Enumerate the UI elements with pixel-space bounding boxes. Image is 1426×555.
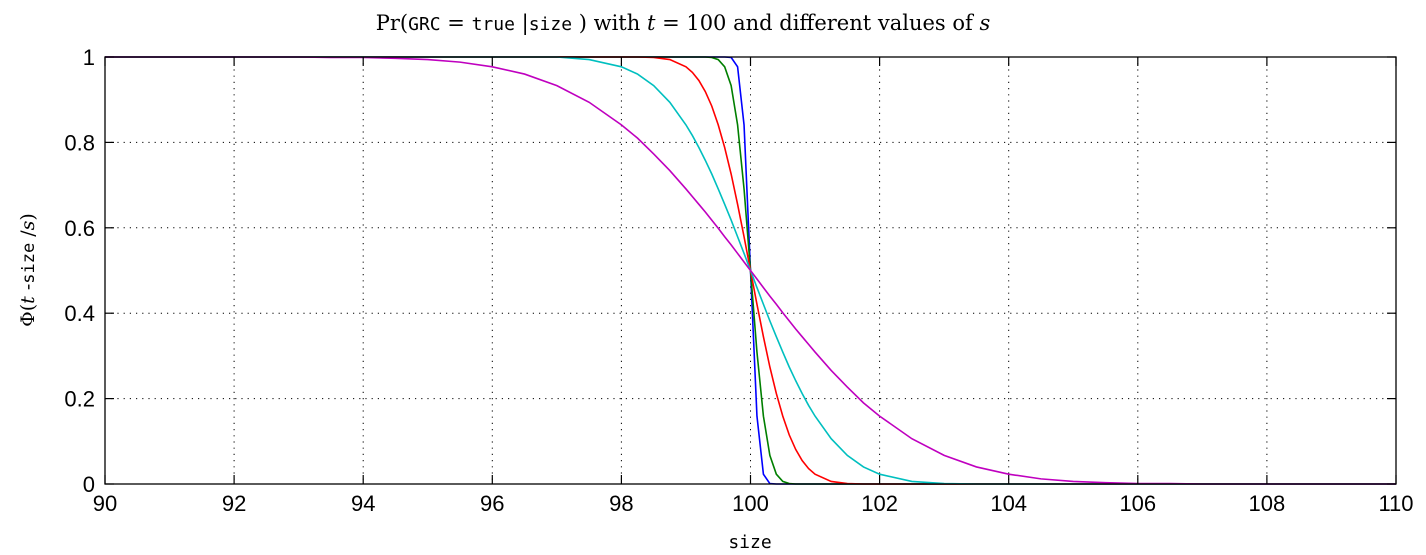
x-tick-label: 102 (861, 491, 898, 516)
x-tick-label: 108 (1249, 491, 1286, 516)
y-tick-label: 1 (83, 45, 95, 70)
plot-frame (104, 56, 1397, 485)
x-tick-label: 104 (990, 491, 1027, 516)
y-axis-label: Φ(t -size /s) (17, 213, 39, 327)
series-line-5 (105, 56, 1396, 485)
y-tick-label: 0 (83, 472, 95, 497)
series-group (105, 56, 1396, 485)
y-tick-label: 0.8 (64, 130, 95, 155)
y-tick-labels: 0 0.2 0.4 0.6 0.8 1 (64, 45, 95, 497)
x-tick-label: 106 (1119, 491, 1156, 516)
x-axis-label: size (728, 532, 771, 553)
x-tick-label: 110 (1378, 491, 1413, 516)
y-tick-label: 0.4 (64, 301, 95, 326)
x-tick-label: 96 (480, 491, 504, 516)
x-tick-label: 90 (93, 491, 117, 516)
x-tick-label: 100 (732, 491, 769, 516)
x-tick-label: 94 (351, 491, 375, 516)
grid (105, 57, 1396, 484)
y-tick-label: 0.2 (64, 387, 95, 412)
x-tick-label: 98 (609, 491, 633, 516)
x-tick-labels: 90 92 94 96 98 100 102 104 106 108 110 (93, 491, 1414, 516)
chart-title: Pr(GRC = true |size ) with t = 100 and d… (376, 11, 991, 36)
x-tick-label: 92 (222, 491, 246, 516)
y-tick-label: 0.6 (64, 216, 95, 241)
